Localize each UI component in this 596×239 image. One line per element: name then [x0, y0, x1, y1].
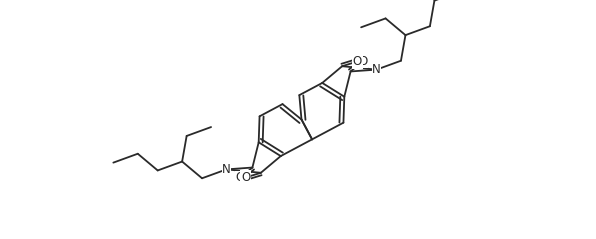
Text: O: O	[241, 171, 250, 184]
Text: N: N	[372, 63, 381, 76]
Text: N: N	[222, 163, 231, 176]
Text: O: O	[358, 55, 368, 68]
Text: O: O	[235, 171, 245, 184]
Text: O: O	[353, 55, 362, 68]
